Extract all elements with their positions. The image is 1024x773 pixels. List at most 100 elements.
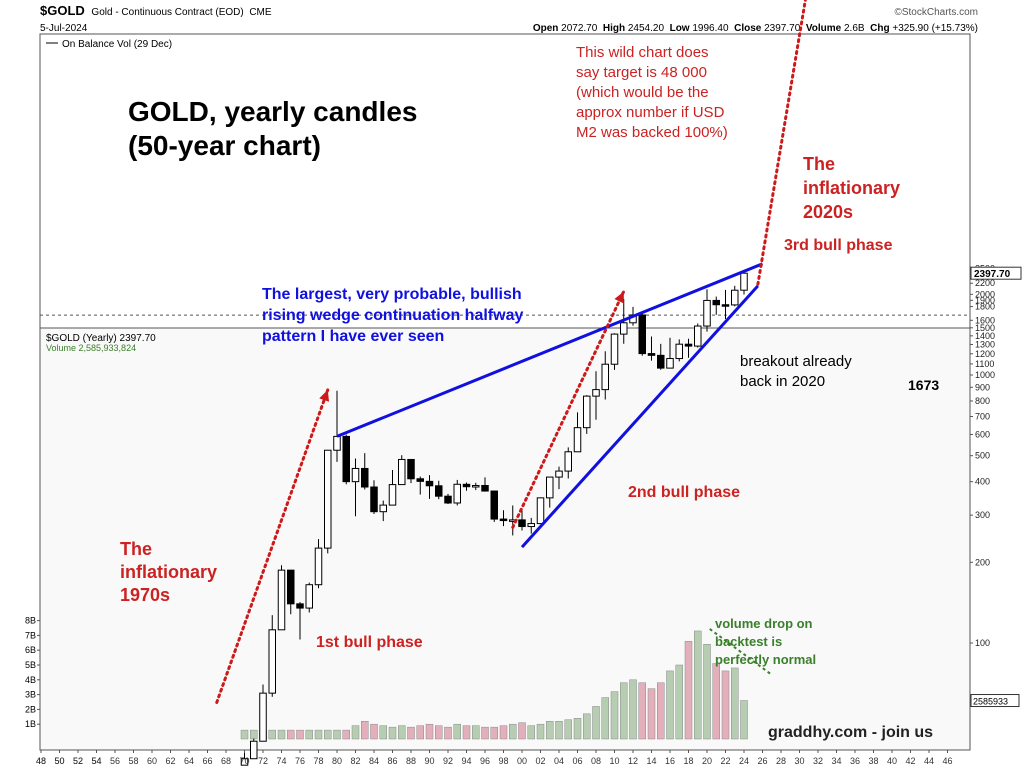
volume-bar [277,729,286,740]
candle-body [314,547,323,586]
x-tick-label: 86 [387,756,397,766]
volume-bar [444,726,452,740]
candle-body [333,435,341,451]
inflationary-1970s-line-3: 1970s [120,585,171,605]
x-tick-label: 56 [110,756,120,766]
x-tick-label: 54 [91,756,101,766]
volume-bar [324,729,332,740]
volume-bar [555,720,563,740]
price-tick-label: 900 [975,382,990,392]
main-legend-volume: Volume 2,585,933,824 [46,343,136,353]
wedge-annotation: The largest, very probable, bullish risi… [262,284,523,347]
volume-bar [490,726,498,740]
x-tick-label: 34 [831,756,841,766]
x-tick-label: 30 [794,756,804,766]
candle-body [638,314,646,355]
candle-body [546,476,554,499]
candle-body [425,480,434,487]
x-tick-label: 24 [739,756,749,766]
volume-bar [250,729,258,740]
candle-body [351,467,360,483]
price-tick-label: 1200 [975,349,995,359]
projection-arrow [511,289,626,529]
low-value: 1996.40 [692,23,729,34]
volume-bar [509,723,517,740]
candle-body [342,435,350,483]
close-label: Close [734,23,762,34]
volume-bar [351,725,360,740]
last-volume-box [970,694,1020,708]
candle-body [675,343,683,360]
x-tick-label: 54 [91,756,101,766]
low-label: Low [669,23,690,34]
price-tick-label: 1800 [975,302,995,312]
breakout-annotation: breakout already back in 2020 [740,352,852,392]
x-tick-label: 50 [54,756,64,766]
price-tick-label: 2200 [975,278,995,288]
candle-body [305,584,313,609]
candle-body [583,395,591,429]
price-tick-label: 500 [975,451,990,461]
third-bull-phase-label: 3rd bull phase [784,237,893,254]
price-tick-label: 700 [975,412,990,422]
inflationary-1970s-line-2: inflationary [120,562,218,582]
candle-body [573,427,582,453]
inflationary-2020s-annotation: The inflationary 2020s [803,152,900,224]
chg-value: +325.90 (+15.73%) [892,23,978,34]
title-line-1: GOLD, yearly candles [128,96,418,127]
close-value: 2397.70 [764,23,801,34]
projection-arrowhead [319,389,330,402]
candle-body [592,389,600,397]
exchange: CME [249,7,272,18]
x-tick-label: 44 [924,756,934,766]
volume-label: Volume [805,23,842,34]
price-tick-label: 400 [975,477,990,487]
volume-bar [305,729,313,740]
x-tick-label: 22 [720,756,730,766]
price-tick-label: 1300 [975,339,995,349]
volume-bar [416,725,424,740]
source-credit: ©StockCharts.com [894,7,978,18]
x-tick-label: 76 [295,756,305,766]
volume-bar [620,682,628,740]
target-line-1: This wild chart does [576,44,709,61]
x-tick-label: 10 [609,756,619,766]
volume-bar [610,691,619,740]
breakout-line-1: breakout already [740,353,852,370]
inflationary-1970s-annotation: The inflationary 1970s [120,538,217,607]
price-tick-label: 1600 [975,315,995,325]
chg-label: Chg [870,23,890,34]
volume-bar [499,725,508,740]
wedge-trendline [520,284,759,549]
x-tick-label: 06 [572,756,582,766]
volume-bar [472,725,480,740]
candle-body [481,484,489,492]
x-tick-label: 02 [535,756,545,766]
price-tick-label: 300 [975,510,990,520]
candle-body [324,449,332,549]
wedge-trendline [336,262,764,438]
price-tick-label: 200 [975,557,990,567]
candle-body [444,495,452,504]
candle-body [620,322,628,335]
symbol-description: Gold - Continuous Contract (EOD) [91,7,244,18]
x-tick-label: 64 [184,756,194,766]
chart-header: $GOLD Gold - Continuous Contract (EOD) C… [40,3,272,18]
x-tick-label: 48 [36,756,46,766]
volume-drop-line-2: backtest is [715,634,783,649]
x-tick-label: 94 [461,756,471,766]
volume-bar [573,718,582,740]
volume-tick-label: 6B [25,645,36,655]
volume-bar [240,729,249,740]
target-line-2: say target is 48 000 [576,64,707,81]
volume-drop-line [709,628,772,675]
symbol: $GOLD [40,3,85,18]
x-tick-label: 00 [517,756,527,766]
candle-body [416,478,424,482]
breakout-line-2: back in 2020 [740,373,826,390]
candle-body [601,363,609,391]
wedge-line-1: The largest, very probable, bullish [262,286,522,303]
volume-bar [407,726,415,740]
volume-bar [370,723,378,740]
projection-arrow [756,0,807,286]
